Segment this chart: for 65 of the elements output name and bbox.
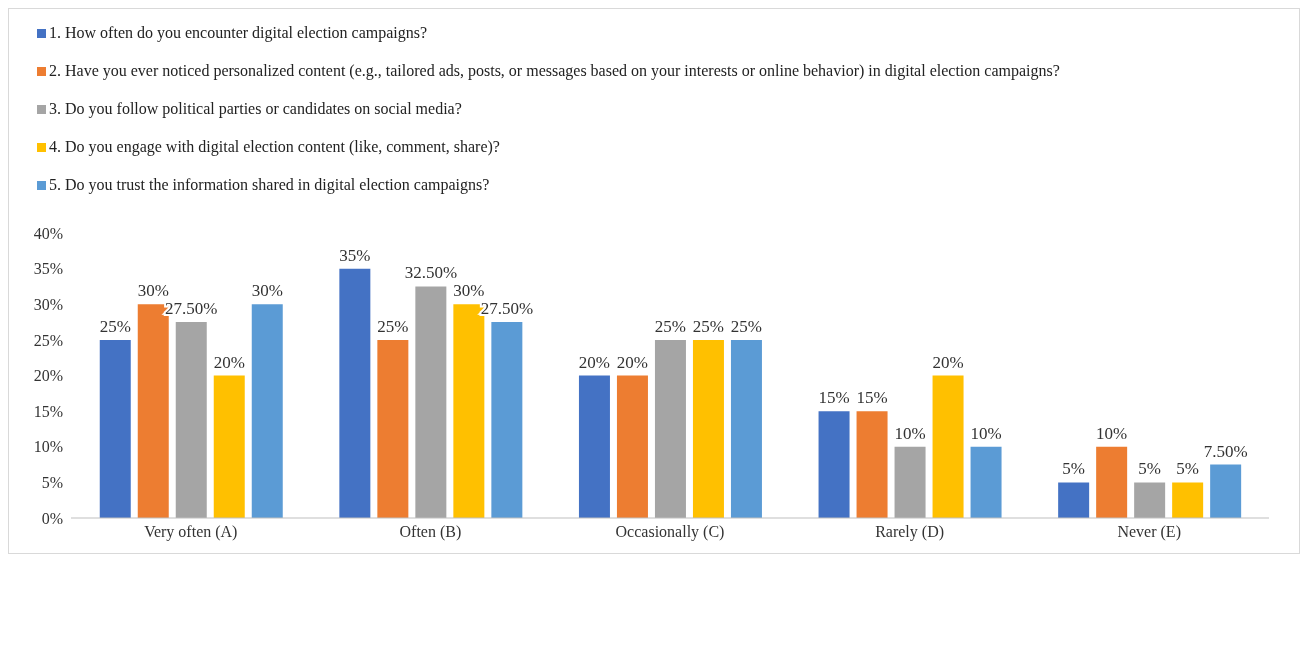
y-tick-label: 40% <box>33 224 63 242</box>
bar <box>491 322 523 518</box>
bar <box>415 286 447 518</box>
x-tick-label: Very often (A) <box>144 523 238 542</box>
legend-label: 3. Do you follow political parties or candidates on social media? <box>49 99 462 119</box>
legend-label: 4. Do you engage with digital election content (like, comment, share)? <box>49 137 500 157</box>
bar <box>377 339 409 518</box>
data-label: 5% <box>1138 459 1161 479</box>
y-tick-label: 15% <box>33 402 63 420</box>
data-label: 25% <box>654 316 687 336</box>
y-tick-label: 10% <box>33 438 63 456</box>
bar <box>970 446 1002 518</box>
x-tick-label: Occasionally (C) <box>615 523 725 542</box>
data-label: 30% <box>251 281 283 301</box>
bar <box>213 375 245 518</box>
data-label: 30% <box>137 281 169 301</box>
bar <box>616 375 648 518</box>
legend-label: 2. Have you ever noticed personalized content (e.g., tailored ads, posts, or messages based on your interests or online behavior) in digital election campaigns? <box>49 61 1060 81</box>
bar <box>1134 482 1166 518</box>
data-label: 15% <box>856 388 888 408</box>
data-label: 25% <box>692 316 725 336</box>
data-label: 5% <box>1176 459 1199 479</box>
data-label: 25% <box>99 316 131 336</box>
y-tick-label: 20% <box>33 367 63 385</box>
bar <box>175 322 207 518</box>
data-label: 20% <box>932 352 964 372</box>
y-tick-label: 25% <box>33 331 63 349</box>
bar <box>894 446 926 518</box>
x-tick-label: Never (E) <box>1117 523 1181 542</box>
x-tick-label: Often (B) <box>399 523 462 542</box>
legend-label: 5. Do you trust the information shared in digital election campaigns? <box>49 175 490 195</box>
data-label: 25% <box>730 316 763 336</box>
y-tick-label: 35% <box>33 260 63 278</box>
y-tick-label: 30% <box>33 295 63 313</box>
data-label: 10% <box>894 423 926 443</box>
bar <box>578 375 610 518</box>
bar <box>99 339 131 518</box>
data-label: 15% <box>818 388 850 408</box>
legend-label: 1. How often do you encounter digital election campaigns? <box>49 23 428 43</box>
bar <box>730 339 762 518</box>
data-label: 20% <box>213 352 245 372</box>
bar <box>856 411 888 518</box>
bar <box>1172 482 1204 518</box>
bar <box>692 339 724 518</box>
data-label: 32.50% <box>404 263 458 283</box>
data-label: 25% <box>377 316 409 336</box>
data-label: 5% <box>1062 459 1085 479</box>
bar <box>1096 446 1128 518</box>
bar <box>1058 482 1090 518</box>
x-tick-label: Rarely (D) <box>875 523 945 542</box>
data-label: 20% <box>578 352 611 372</box>
y-tick-label: 5% <box>41 474 63 492</box>
data-label: 35% <box>339 245 371 265</box>
bar <box>1210 464 1242 518</box>
data-label: 30% <box>453 281 485 301</box>
data-label: 10% <box>970 423 1002 443</box>
data-label: 10% <box>1096 423 1128 443</box>
bar <box>932 375 964 518</box>
y-tick-label: 0% <box>41 509 63 527</box>
bar <box>251 304 283 518</box>
bar <box>818 411 850 518</box>
bar <box>654 339 686 518</box>
data-label: 7.50% <box>1203 441 1248 461</box>
data-label: 20% <box>616 352 649 372</box>
bar <box>339 268 371 518</box>
